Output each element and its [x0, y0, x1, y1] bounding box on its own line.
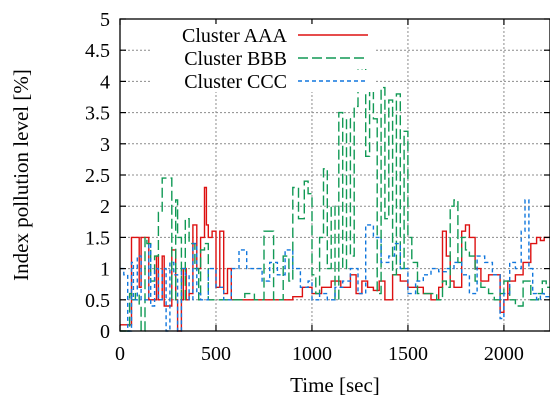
legend-background: [150, 70, 376, 92]
legend-background: [150, 24, 376, 46]
legend-label-1: Cluster AAA: [182, 25, 288, 47]
y-tick-label: 0.5: [85, 290, 110, 312]
y-tick-label: 1.5: [85, 227, 110, 249]
x-tick-label: 1500: [388, 343, 428, 365]
y-tick-label: 1: [100, 259, 110, 281]
legend-background: [150, 47, 376, 69]
y-tick-label: 0: [100, 321, 110, 343]
x-tick-label: 500: [201, 343, 231, 365]
y-tick-label: 2.5: [85, 165, 110, 187]
y-tick-label: 5: [100, 9, 110, 31]
series-layer: [120, 62, 550, 332]
series-line-2: [120, 62, 550, 332]
x-tick-label: 0: [115, 343, 125, 365]
y-axis-label: Index pollution level [%]: [9, 69, 33, 281]
x-tick-label: 1000: [292, 343, 332, 365]
x-axis-label: Time [sec]: [290, 373, 380, 397]
series-line-3: [120, 199, 550, 332]
tick-layer: 0 0.5 1 1.5 2 2.5 3 3.5 4 4.5 5 0 500 1000 1500 2000: [85, 9, 550, 365]
y-tick-label: 2: [100, 196, 110, 218]
y-tick-label: 4.5: [85, 40, 110, 62]
y-tick-label: 3.5: [85, 103, 110, 125]
legend-label-2: Cluster BBB: [184, 48, 287, 70]
y-tick-label: 4: [100, 71, 110, 93]
y-tick-label: 3: [100, 134, 110, 156]
x-tick-label: 2000: [484, 343, 524, 365]
legend-label-3: Cluster CCC: [184, 71, 287, 93]
